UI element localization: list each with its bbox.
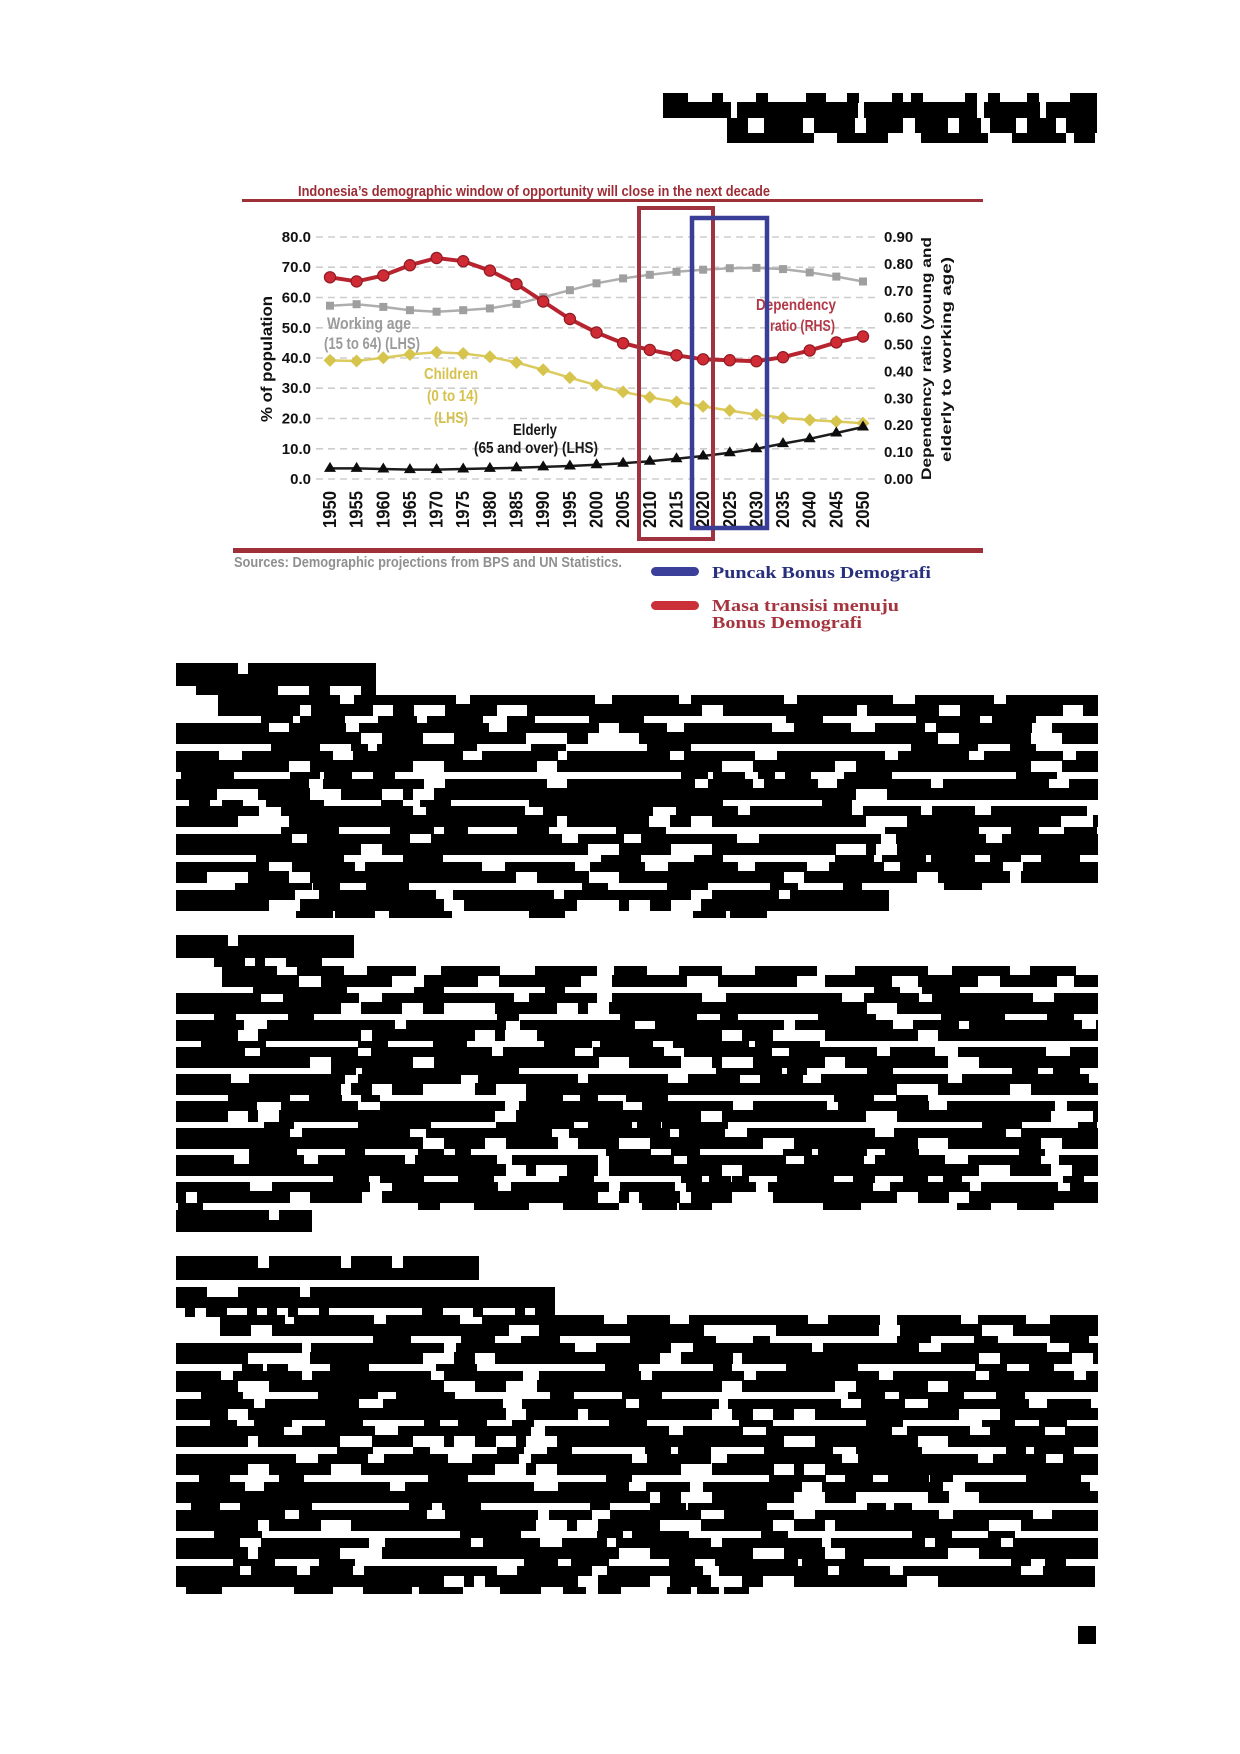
svg-text:1960: 1960 [373, 491, 393, 528]
svg-text:50.0: 50.0 [282, 320, 311, 337]
svg-text:30.0: 30.0 [282, 380, 311, 397]
svg-text:1985: 1985 [507, 491, 527, 528]
svg-text:(0 to 14): (0 to 14) [427, 388, 478, 405]
svg-text:0.90: 0.90 [884, 229, 913, 246]
svg-text:2015: 2015 [667, 491, 687, 528]
svg-text:Indonesia’s demographic window: Indonesia’s demographic window of opport… [298, 183, 770, 200]
svg-text:Children: Children [424, 366, 478, 383]
svg-text:2005: 2005 [613, 491, 633, 528]
svg-text:2050: 2050 [853, 491, 873, 528]
svg-text:2010: 2010 [640, 491, 660, 528]
svg-text:0.10: 0.10 [884, 444, 913, 461]
svg-text:2030: 2030 [746, 491, 766, 528]
svg-text:1975: 1975 [453, 491, 473, 528]
svg-text:Puncak Bonus Demografi: Puncak Bonus Demografi [712, 563, 931, 582]
svg-text:ratio (RHS): ratio (RHS) [770, 318, 835, 335]
svg-text:1980: 1980 [480, 491, 500, 528]
svg-text:0.0: 0.0 [290, 471, 311, 488]
svg-text:2020: 2020 [693, 491, 713, 528]
svg-text:10.0: 10.0 [282, 441, 311, 458]
svg-text:0.50: 0.50 [884, 337, 913, 354]
svg-text:0.20: 0.20 [884, 417, 913, 434]
svg-text:2045: 2045 [826, 491, 846, 528]
svg-text:1965: 1965 [400, 491, 420, 528]
svg-text:0.60: 0.60 [884, 310, 913, 327]
svg-text:1950: 1950 [320, 491, 340, 528]
svg-text:1990: 1990 [533, 491, 553, 528]
svg-text:2035: 2035 [773, 491, 793, 528]
svg-text:0.70: 0.70 [884, 283, 913, 300]
svg-text:% of population: % of population [259, 296, 276, 422]
svg-text:0.80: 0.80 [884, 256, 913, 273]
svg-text:Sources: Demographic projectio: Sources: Demographic projections from BP… [234, 554, 622, 571]
svg-text:1970: 1970 [427, 491, 447, 528]
svg-text:Dependency: Dependency [756, 297, 836, 314]
svg-text:60.0: 60.0 [282, 290, 311, 307]
svg-text:1995: 1995 [560, 491, 580, 528]
svg-text:(15 to 64) (LHS): (15 to 64) (LHS) [324, 334, 420, 353]
svg-text:70.0: 70.0 [282, 259, 311, 276]
svg-text:20.0: 20.0 [282, 411, 311, 428]
svg-text:0.00: 0.00 [884, 471, 913, 488]
svg-text:0.40: 0.40 [884, 363, 913, 380]
svg-text:0.30: 0.30 [884, 390, 913, 407]
svg-text:2000: 2000 [587, 491, 607, 528]
svg-text:80.0: 80.0 [282, 229, 311, 246]
svg-text:40.0: 40.0 [282, 350, 311, 367]
svg-text:Dependency ratio (young and: Dependency ratio (young and [918, 237, 934, 480]
svg-text:Masa transisi menuju: Masa transisi menuju [712, 596, 899, 615]
svg-text:elderly to working age): elderly to working age) [938, 257, 954, 462]
svg-text:1955: 1955 [347, 491, 367, 528]
svg-text:Bonus Demografi: Bonus Demografi [712, 613, 862, 632]
svg-text:2025: 2025 [720, 491, 740, 528]
svg-text:Elderly: Elderly [513, 422, 557, 439]
svg-text:2040: 2040 [800, 491, 820, 528]
svg-text:(65 and over) (LHS): (65 and over) (LHS) [474, 440, 598, 457]
svg-text:(LHS): (LHS) [434, 410, 468, 427]
svg-text:Working age: Working age [327, 314, 411, 333]
